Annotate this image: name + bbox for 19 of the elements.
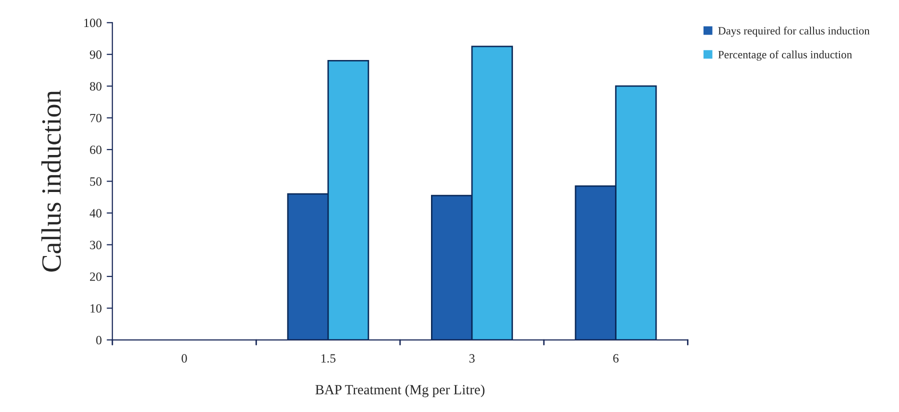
legend-label: Days required for callus induction xyxy=(718,26,870,37)
legend-label: Percentage of callus induction xyxy=(718,50,852,61)
x-tick-label: 1.5 xyxy=(321,354,336,363)
y-tick-label: 50 xyxy=(90,177,102,186)
x-tick-label: 3 xyxy=(469,354,475,363)
y-tick-label: 10 xyxy=(90,304,102,313)
x-axis-title: BAP Treatment (Mg per Litre) xyxy=(315,384,484,398)
y-tick-label: 0 xyxy=(96,336,102,344)
x-tick-label: 0 xyxy=(182,354,187,363)
y-tick-label: 30 xyxy=(90,240,102,250)
y-tick-label: 90 xyxy=(90,50,102,59)
y-axis-title: Callus induction xyxy=(41,90,61,272)
x-tick-label: 6 xyxy=(613,354,619,363)
y-tick-label: 80 xyxy=(90,82,102,91)
y-tick-label: 100 xyxy=(84,18,102,28)
y-tick-label: 60 xyxy=(90,146,102,154)
y-tick-label: 40 xyxy=(90,209,102,218)
y-tick-label: 20 xyxy=(90,272,102,281)
y-tick-label: 70 xyxy=(90,114,102,122)
